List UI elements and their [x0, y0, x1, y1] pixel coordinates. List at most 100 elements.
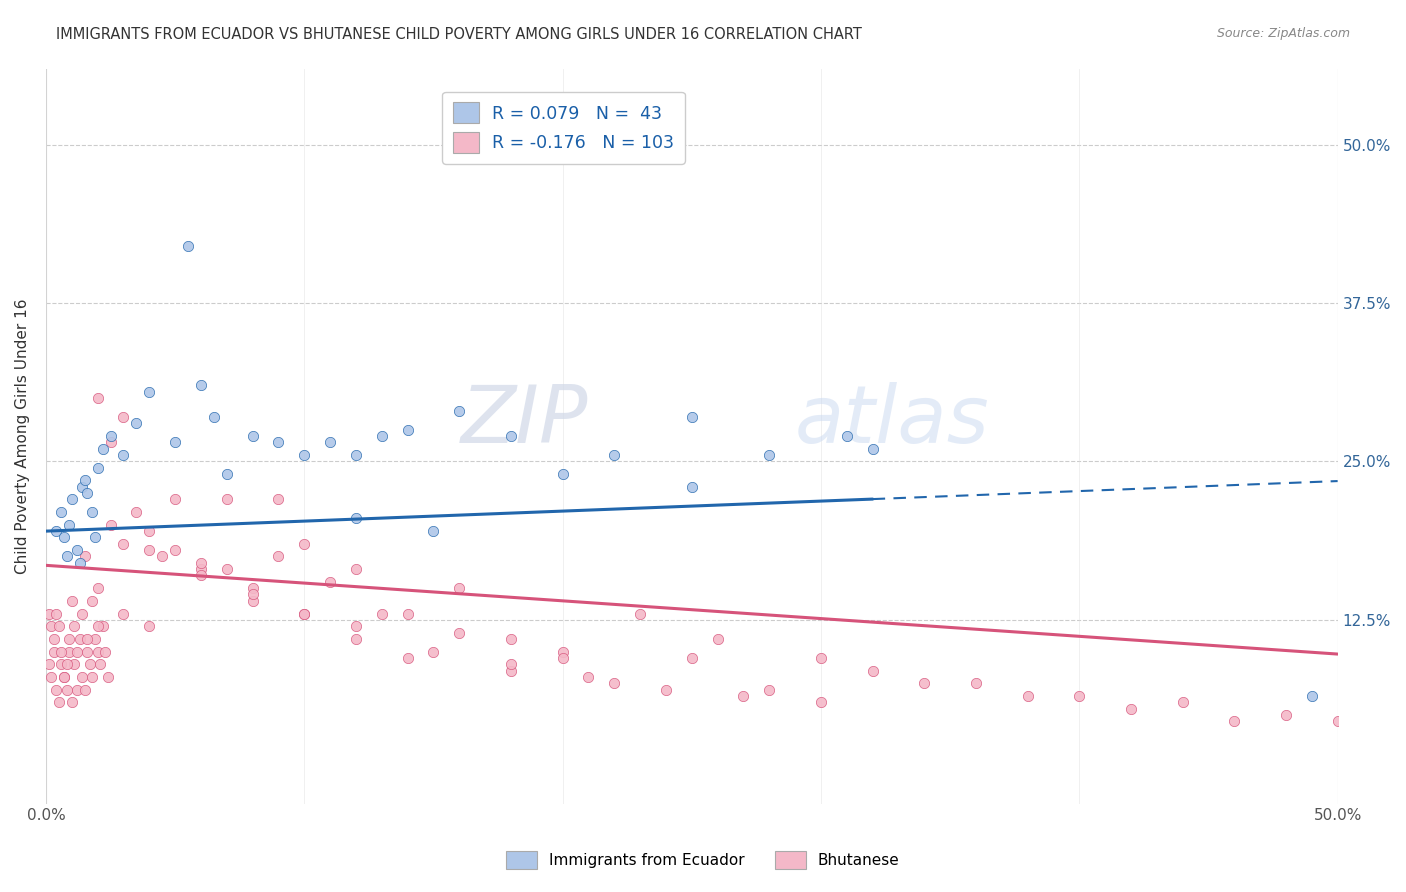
Point [76, 486, 98, 500]
Point [70, 480, 93, 494]
Point [628, 607, 651, 621]
Point [292, 607, 315, 621]
Point [66, 682, 89, 697]
Point [681, 410, 703, 425]
Point [1119, 701, 1142, 715]
Point [55, 549, 77, 564]
Point [100, 435, 122, 450]
Legend: R = 0.079   N =  43, R = -0.176   N = 103: R = 0.079 N = 43, R = -0.176 N = 103 [441, 92, 685, 164]
Point [215, 467, 238, 481]
Point [100, 429, 122, 443]
Point [38, 657, 60, 672]
Point [45, 607, 67, 621]
Point [84, 531, 107, 545]
Point [292, 537, 315, 551]
Point [449, 403, 471, 417]
Point [94, 644, 117, 658]
Text: atlas: atlas [796, 383, 990, 460]
Point [499, 632, 522, 646]
Point [177, 239, 200, 253]
Point [422, 524, 444, 538]
Point [73, 549, 96, 564]
Point [60, 492, 83, 507]
Point [60, 695, 83, 709]
Point [1017, 689, 1039, 703]
Point [69, 632, 91, 646]
Point [267, 492, 290, 507]
Point [45, 524, 67, 538]
Point [48, 695, 70, 709]
Point [42, 632, 65, 646]
Point [1171, 695, 1194, 709]
Point [66, 543, 89, 558]
Point [215, 562, 238, 576]
Point [79, 657, 101, 672]
Point [396, 607, 419, 621]
Point [449, 581, 471, 595]
Point [190, 556, 212, 570]
Point [150, 549, 173, 564]
Point [1301, 689, 1323, 703]
Point [53, 670, 76, 684]
Point [344, 632, 367, 646]
Point [58, 644, 80, 658]
Point [165, 435, 187, 450]
Point [1275, 707, 1298, 722]
Point [45, 682, 67, 697]
Point [344, 562, 367, 576]
Point [835, 429, 858, 443]
Text: Source: ZipAtlas.com: Source: ZipAtlas.com [1216, 27, 1350, 40]
Point [292, 607, 315, 621]
Point [655, 682, 678, 697]
Point [242, 429, 264, 443]
Text: IMMIGRANTS FROM ECUADOR VS BHUTANESE CHILD POVERTY AMONG GIRLS UNDER 16 CORRELAT: IMMIGRANTS FROM ECUADOR VS BHUTANESE CHI… [56, 27, 862, 42]
Point [91, 619, 114, 633]
Point [603, 448, 626, 462]
Point [55, 657, 77, 672]
Legend: Immigrants from Ecuador, Bhutanese: Immigrants from Ecuador, Bhutanese [501, 845, 905, 875]
Point [70, 670, 93, 684]
Point [138, 619, 160, 633]
Point [758, 448, 780, 462]
Point [371, 607, 394, 621]
Point [499, 664, 522, 678]
Point [55, 682, 77, 697]
Point [125, 417, 148, 431]
Point [862, 442, 884, 456]
Point [319, 574, 342, 589]
Point [138, 524, 160, 538]
Point [1223, 714, 1246, 729]
Point [396, 651, 419, 665]
Point [706, 632, 728, 646]
Point [449, 625, 471, 640]
Point [82, 594, 104, 608]
Point [344, 619, 367, 633]
Point [603, 676, 626, 690]
Point [125, 505, 148, 519]
Point [344, 448, 367, 462]
Point [86, 619, 108, 633]
Point [965, 676, 987, 690]
Point [76, 644, 98, 658]
Point [100, 517, 122, 532]
Point [681, 651, 703, 665]
Point [202, 410, 225, 425]
Point [58, 632, 80, 646]
Point [267, 435, 290, 450]
Text: ZIP: ZIP [461, 383, 589, 460]
Point [51, 657, 73, 672]
Point [112, 410, 135, 425]
Point [112, 607, 135, 621]
Point [551, 644, 574, 658]
Point [73, 474, 96, 488]
Point [681, 480, 703, 494]
Point [190, 378, 212, 392]
Point [499, 429, 522, 443]
Point [499, 657, 522, 672]
Point [190, 568, 212, 582]
Point [53, 531, 76, 545]
Point [551, 651, 574, 665]
Point [76, 632, 98, 646]
Point [70, 607, 93, 621]
Point [63, 657, 86, 672]
